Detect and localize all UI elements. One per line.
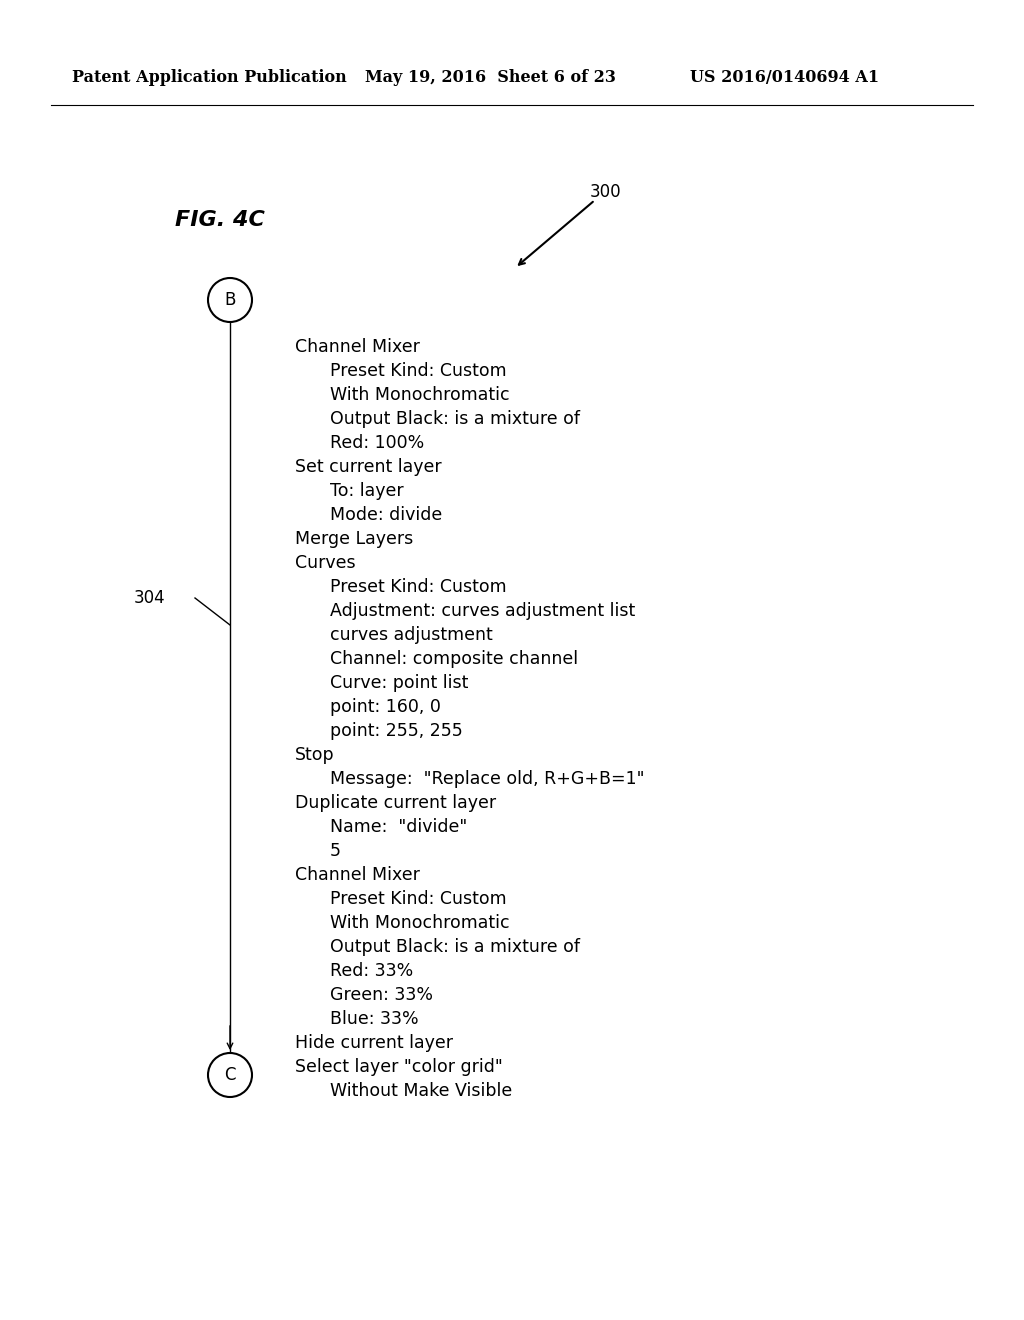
- Text: Red: 33%: Red: 33%: [330, 962, 414, 979]
- Text: Channel Mixer: Channel Mixer: [295, 338, 420, 356]
- Text: To: layer: To: layer: [330, 482, 403, 500]
- Text: With Monochromatic: With Monochromatic: [330, 385, 510, 404]
- Text: point: 160, 0: point: 160, 0: [330, 698, 441, 715]
- Text: point: 255, 255: point: 255, 255: [330, 722, 463, 741]
- Text: With Monochromatic: With Monochromatic: [330, 913, 510, 932]
- Text: FIG. 4C: FIG. 4C: [175, 210, 265, 230]
- Text: Red: 100%: Red: 100%: [330, 434, 424, 451]
- Text: Curve: point list: Curve: point list: [330, 675, 468, 692]
- Text: Preset Kind: Custom: Preset Kind: Custom: [330, 362, 507, 380]
- Text: Stop: Stop: [295, 746, 335, 764]
- Text: Hide current layer: Hide current layer: [295, 1034, 453, 1052]
- Text: Output Black: is a mixture of: Output Black: is a mixture of: [330, 939, 580, 956]
- Text: Curves: Curves: [295, 554, 355, 572]
- Text: Adjustment: curves adjustment list: Adjustment: curves adjustment list: [330, 602, 635, 620]
- Text: US 2016/0140694 A1: US 2016/0140694 A1: [690, 70, 880, 87]
- Text: Blue: 33%: Blue: 33%: [330, 1010, 419, 1028]
- Text: 304: 304: [133, 589, 165, 607]
- Text: B: B: [224, 290, 236, 309]
- Text: Set current layer: Set current layer: [295, 458, 441, 477]
- Text: Preset Kind: Custom: Preset Kind: Custom: [330, 578, 507, 597]
- Text: Output Black: is a mixture of: Output Black: is a mixture of: [330, 411, 580, 428]
- Text: Preset Kind: Custom: Preset Kind: Custom: [330, 890, 507, 908]
- Text: Channel Mixer: Channel Mixer: [295, 866, 420, 884]
- Text: Without Make Visible: Without Make Visible: [330, 1082, 512, 1100]
- Text: Merge Layers: Merge Layers: [295, 531, 414, 548]
- Text: Duplicate current layer: Duplicate current layer: [295, 795, 496, 812]
- Text: Mode: divide: Mode: divide: [330, 506, 442, 524]
- Text: Channel: composite channel: Channel: composite channel: [330, 649, 579, 668]
- Circle shape: [208, 279, 252, 322]
- Text: Green: 33%: Green: 33%: [330, 986, 433, 1005]
- Text: 5: 5: [330, 842, 341, 861]
- Text: Message:  "Replace old, R+G+B=1": Message: "Replace old, R+G+B=1": [330, 770, 644, 788]
- Text: Select layer "color grid": Select layer "color grid": [295, 1059, 503, 1076]
- Text: May 19, 2016  Sheet 6 of 23: May 19, 2016 Sheet 6 of 23: [365, 70, 615, 87]
- Text: Name:  "divide": Name: "divide": [330, 818, 467, 836]
- Circle shape: [208, 1053, 252, 1097]
- Text: Patent Application Publication: Patent Application Publication: [72, 70, 347, 87]
- Text: curves adjustment: curves adjustment: [330, 626, 493, 644]
- Text: 300: 300: [590, 183, 622, 201]
- Text: C: C: [224, 1067, 236, 1084]
